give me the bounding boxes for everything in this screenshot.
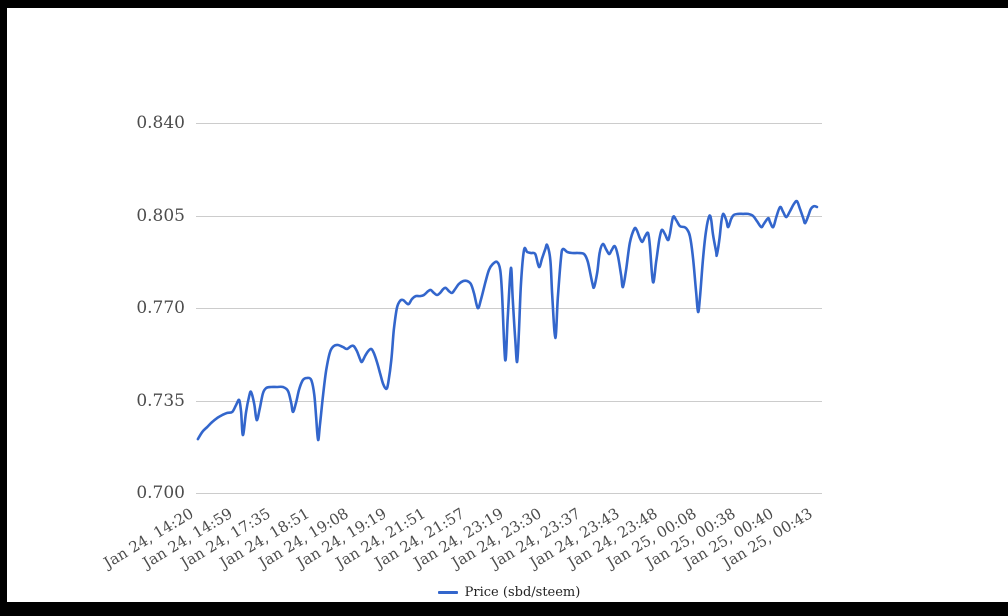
y-axis-tick-label: 0.805 [136,205,185,226]
legend-line-marker [437,590,458,594]
gridline [196,493,822,494]
series-path [196,199,819,442]
y-axis-tick-label: 0.700 [136,483,185,503]
plot-area [196,123,822,494]
gridline [196,123,822,124]
legend-label: Price (sbd/steem) [464,584,581,600]
gridline [196,400,822,402]
price-line-series[interactable] [196,123,822,493]
y-axis-tick-label: 0.840 [136,113,185,133]
price-line-chart: 0.700 0.735 0.770 0.805 0.840 Jan 24, 14:20 J… [7,8,1008,602]
gridline [196,215,822,217]
y-axis-tick-label: 0.735 [136,390,185,411]
y-axis-tick-label: 0.770 [136,298,185,318]
legend: Price (sbd/steem) [196,582,822,602]
page: 0.700 0.735 0.770 0.805 0.840 Jan 24, 14:20 J… [7,8,1008,602]
